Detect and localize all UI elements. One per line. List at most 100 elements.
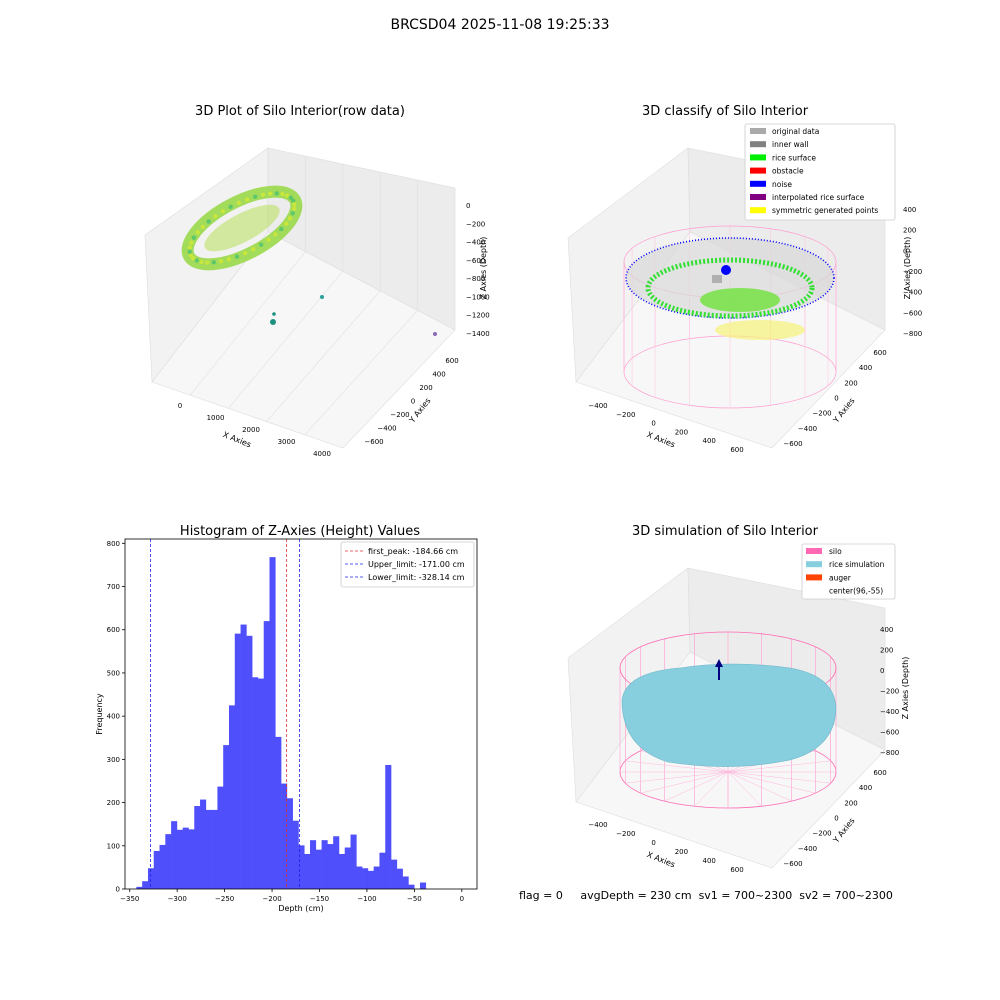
silo-floor-spoke <box>727 760 831 773</box>
histogram-bar <box>385 764 392 889</box>
x-tick-label: 0 <box>178 402 182 410</box>
raw-data-point <box>200 224 205 230</box>
silo-floor-spoke <box>727 771 816 794</box>
histogram-bar <box>315 849 322 889</box>
raw-data-point <box>280 191 285 197</box>
grid-line <box>228 271 344 409</box>
y-tick-label: 300 <box>107 756 120 764</box>
histogram-bar <box>228 705 236 889</box>
legend-label-0: silo <box>829 547 842 556</box>
histogram-bar <box>344 847 351 889</box>
raw-data-point <box>195 230 201 235</box>
legend-label-3: center(96,-55) <box>829 587 883 596</box>
silo-floor-spoke <box>694 771 729 807</box>
y-tick-label: 600 <box>107 626 120 634</box>
pane-floor <box>151 231 456 449</box>
z-tick-label: −600 <box>466 257 485 265</box>
histogram-bar <box>338 854 346 889</box>
x-axis-label: X Axies <box>646 850 677 869</box>
x-tick-label: −150 <box>310 895 329 903</box>
legend-label-0: first_peak: -184.66 cm <box>368 547 458 556</box>
z-tick-label: −800 <box>903 330 922 338</box>
z-tick-label: −1200 <box>466 312 490 320</box>
rice-simulation-surface <box>621 663 837 767</box>
histogram-bar <box>402 876 409 889</box>
outlier-point <box>272 312 276 316</box>
z-tick-label: −200 <box>466 220 485 228</box>
raw-data-point <box>288 195 293 200</box>
raw-data-point <box>290 211 295 216</box>
panel2-title: 3D classify of Silo Interior <box>641 104 809 119</box>
z-axis-label: Z Axies (Depth) <box>903 237 912 300</box>
y-tick-label: 0 <box>834 395 838 403</box>
x-tick-label: −300 <box>168 895 187 903</box>
x-tick-label: −200 <box>616 411 635 419</box>
x-tick-label: 600 <box>730 866 743 874</box>
flag-text: flag = 0 <box>519 889 563 902</box>
y-tick-label: 0 <box>834 815 838 823</box>
legend-label-2: Lower_limit: -328.14 cm <box>368 573 465 582</box>
y-tick-label: −200 <box>390 411 409 419</box>
histogram-bar <box>240 624 247 889</box>
histogram-bar <box>176 829 183 889</box>
histogram-bar <box>310 840 317 889</box>
raw-data-point <box>205 260 210 265</box>
y-tick-label: −600 <box>783 440 802 448</box>
legend-swatch-0 <box>750 128 766 134</box>
histogram-bar <box>165 834 172 889</box>
histogram-bar <box>269 557 276 889</box>
y-tick-label: −400 <box>798 845 817 853</box>
legend-label-1: inner wall <box>772 140 809 149</box>
legend-label-2: rice surface <box>772 153 816 162</box>
z-tick-label: −200 <box>880 688 899 696</box>
legend-swatch-4 <box>750 180 766 187</box>
z-tick-label: −600 <box>903 309 922 317</box>
z-tick-label: −1000 <box>466 293 490 301</box>
histogram-bar <box>327 844 334 889</box>
z-axis-label: Z Axies (Depth) <box>479 237 488 300</box>
noise-cluster <box>721 265 731 275</box>
raw-data-point <box>234 254 240 259</box>
y-tick-label: −600 <box>783 860 802 868</box>
footer-stats: flag = 0 avgDepth = 230 cm sv1 = 700~230… <box>519 889 893 902</box>
histogram-bar <box>356 866 363 889</box>
z-tick-label: 200 <box>880 647 893 655</box>
panel2-3d-classify: 4002000−200−400−600−800−400−200020040060… <box>567 123 922 454</box>
histogram-bar <box>223 745 230 889</box>
raw-data-point <box>244 197 250 202</box>
histogram-bar <box>257 678 265 889</box>
raw-data-point <box>242 250 248 256</box>
y-tick-label: 400 <box>859 364 872 372</box>
panel3-histogram: −350 −300 −250 −200 −150 −100 −50 0 0 100 200 300 40… <box>95 538 478 913</box>
outlier-point <box>270 319 276 325</box>
raw-data-point <box>187 245 193 250</box>
raw-data-point <box>258 242 264 247</box>
raw-data-point <box>236 200 242 206</box>
histogram-bar <box>142 881 149 889</box>
silo-floor-spoke <box>625 771 729 784</box>
histogram-bar <box>304 854 311 889</box>
raw-data-point <box>213 214 218 219</box>
x-tick-label: 200 <box>675 848 688 856</box>
raw-data-point <box>260 192 266 198</box>
histogram-bar <box>367 870 374 889</box>
histogram-bar <box>373 866 380 889</box>
y-tick-label: 200 <box>844 799 857 807</box>
raw-data-point <box>206 219 211 224</box>
y-tick-label: 400 <box>859 784 872 792</box>
histogram-bar <box>391 859 398 889</box>
panel3-title: Histogram of Z-Axies (Height) Values <box>179 524 421 539</box>
x-tick-label: −200 <box>262 895 281 903</box>
raw-data-point <box>194 258 200 263</box>
y-tick-label: 200 <box>419 384 432 392</box>
y-tick-label: 600 <box>873 769 886 777</box>
legend-label-6: symmetric generated points <box>772 206 878 215</box>
raw-data-point <box>287 216 293 221</box>
histogram-bar <box>350 834 357 889</box>
x-tick-label: −400 <box>588 821 607 829</box>
histogram-bar <box>147 868 155 889</box>
silo-floor-spoke <box>664 771 729 802</box>
histogram-bar <box>263 621 270 889</box>
x-tick-label: −250 <box>215 895 234 903</box>
raw-data-point <box>191 256 196 261</box>
